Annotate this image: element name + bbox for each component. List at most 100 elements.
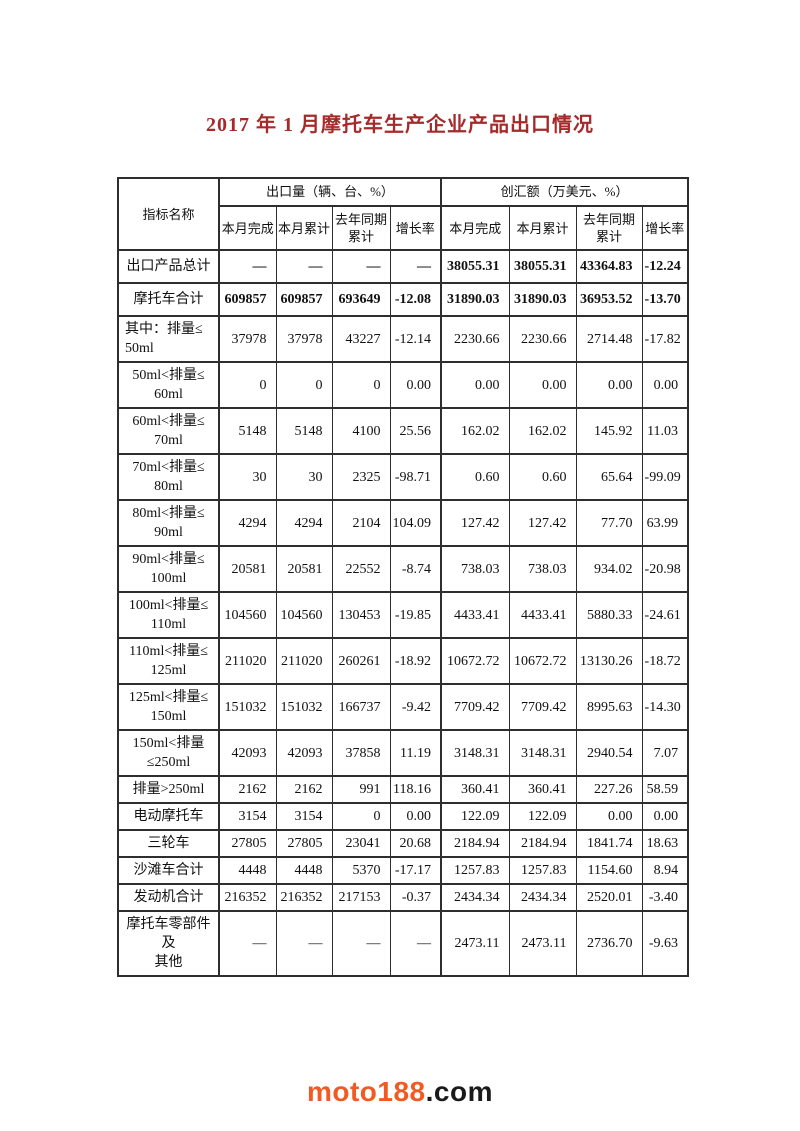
cell-value: 38055.31: [508, 249, 577, 284]
cell-value: 4433.41: [508, 591, 577, 639]
cell-value: 5148: [275, 407, 333, 455]
row-label: 60ml<排量≤ 70ml: [117, 407, 220, 455]
cell-value: 20581: [218, 545, 277, 593]
cell-value: 4448: [218, 856, 277, 885]
cell-value: 217153: [331, 883, 391, 912]
table-row: 70ml<排量≤ 80ml 30 30 2325 -98.71 0.60 0.60 65.64…: [117, 453, 689, 501]
cell-value: 63.99: [641, 499, 689, 547]
cell-value: 20581: [275, 545, 333, 593]
header-subcolumn-row: 本月完成 本月累计 去年同期 累计 增长率 本月完成 本月累计 去年同期 累计 …: [118, 205, 689, 251]
cell-value: 38055.31: [440, 249, 510, 284]
row-label: 摩托车零部件及 其他: [117, 910, 220, 977]
cell-value: 0.00: [641, 361, 689, 409]
cell-value: 43227: [331, 315, 391, 363]
cell-value: 2940.54: [575, 729, 643, 777]
cell-value: —: [331, 910, 391, 977]
cell-value: 11.03: [641, 407, 689, 455]
cell-value: 2162: [275, 775, 333, 804]
cell-value: -18.92: [389, 637, 442, 685]
cell-value: 0: [331, 361, 391, 409]
cell-value: 260261: [331, 637, 391, 685]
cell-value: 37978: [275, 315, 333, 363]
cell-value: 360.41: [508, 775, 577, 804]
cell-value: -14.30: [641, 683, 689, 731]
cell-value: -17.17: [389, 856, 442, 885]
cell-value: 118.16: [389, 775, 442, 804]
cell-value: 211020: [275, 637, 333, 685]
cell-value: 609857: [218, 282, 277, 317]
cell-value: 25.56: [389, 407, 442, 455]
cell-value: —: [331, 249, 391, 284]
cell-value: -99.09: [641, 453, 689, 501]
cell-value: 991: [331, 775, 391, 804]
cell-value: -12.14: [389, 315, 442, 363]
cell-value: 2434.34: [440, 883, 510, 912]
watermark-brand: moto188: [306, 1076, 426, 1107]
cell-value: 5148: [218, 407, 277, 455]
cell-value: 1257.83: [508, 856, 577, 885]
cell-value: 0.00: [641, 802, 689, 831]
column-header-lastyear-total-2: 去年同期 累计: [575, 205, 643, 251]
cell-value: 0: [275, 361, 333, 409]
cell-value: 0.00: [389, 361, 442, 409]
table-row: 90ml<排量≤ 100ml 20581 20581 22552 -8.74 738.03…: [117, 545, 689, 593]
cell-value: -9.42: [389, 683, 442, 731]
cell-value: 42093: [218, 729, 277, 777]
cell-value: 2714.48: [575, 315, 643, 363]
row-label: 70ml<排量≤ 80ml: [117, 453, 220, 501]
cell-value: 4294: [275, 499, 333, 547]
cell-value: 360.41: [440, 775, 510, 804]
cell-value: 216352: [218, 883, 277, 912]
cell-value: 7709.42: [440, 683, 510, 731]
cell-value: 3154: [275, 802, 333, 831]
cell-value: 43364.83: [575, 249, 643, 284]
cell-value: 2473.11: [508, 910, 577, 977]
column-header-month-total-2: 本月累计: [508, 205, 577, 251]
cell-value: 2520.01: [575, 883, 643, 912]
cell-value: —: [275, 910, 333, 977]
cell-value: 4448: [275, 856, 333, 885]
table-row: 150ml<排量 ≤250ml 42093 42093 37858 11.19 3148.…: [117, 729, 689, 777]
column-header-lastyear-total-1: 去年同期 累计: [331, 205, 391, 251]
cell-value: 31890.03: [508, 282, 577, 317]
row-label: 三轮车: [117, 829, 220, 858]
cell-value: 122.09: [508, 802, 577, 831]
cell-value: -24.61: [641, 591, 689, 639]
cell-value: 145.92: [575, 407, 643, 455]
cell-value: 151032: [218, 683, 277, 731]
table-row: 其中：排量≤ 50ml 37978 37978 43227 -12.14 2230.66 2…: [117, 315, 689, 363]
cell-value: 3154: [218, 802, 277, 831]
cell-value: —: [218, 910, 277, 977]
cell-value: 11.19: [389, 729, 442, 777]
cell-value: -8.74: [389, 545, 442, 593]
cell-value: 2736.70: [575, 910, 643, 977]
cell-value: 130453: [331, 591, 391, 639]
cell-value: 27805: [218, 829, 277, 858]
cell-value: 7.07: [641, 729, 689, 777]
cell-value: 227.26: [575, 775, 643, 804]
cell-value: 211020: [218, 637, 277, 685]
cell-value: -0.37: [389, 883, 442, 912]
cell-value: 2184.94: [440, 829, 510, 858]
row-label: 电动摩托车: [117, 802, 220, 831]
column-header-indicator-name: 指标名称: [117, 177, 220, 251]
cell-value: 151032: [275, 683, 333, 731]
cell-value: 7709.42: [508, 683, 577, 731]
cell-value: -20.98: [641, 545, 689, 593]
cell-value: 2230.66: [508, 315, 577, 363]
cell-value: 5370: [331, 856, 391, 885]
cell-value: 18.63: [641, 829, 689, 858]
cell-value: 0.00: [575, 361, 643, 409]
cell-value: 0: [218, 361, 277, 409]
table-row: 沙滩车合计 4448 4448 5370 -17.17 1257.83 1257.83 115…: [117, 856, 689, 885]
cell-value: 27805: [275, 829, 333, 858]
cell-value: 1841.74: [575, 829, 643, 858]
row-label: 发动机合计: [117, 883, 220, 912]
cell-value: -13.70: [641, 282, 689, 317]
cell-value: 1257.83: [440, 856, 510, 885]
cell-value: -19.85: [389, 591, 442, 639]
row-label: 80ml<排量≤ 90ml: [117, 499, 220, 547]
cell-value: 2325: [331, 453, 391, 501]
cell-value: 104560: [218, 591, 277, 639]
table-row: 100ml<排量≤ 110ml 104560 104560 130453 -19.85 4…: [117, 591, 689, 639]
